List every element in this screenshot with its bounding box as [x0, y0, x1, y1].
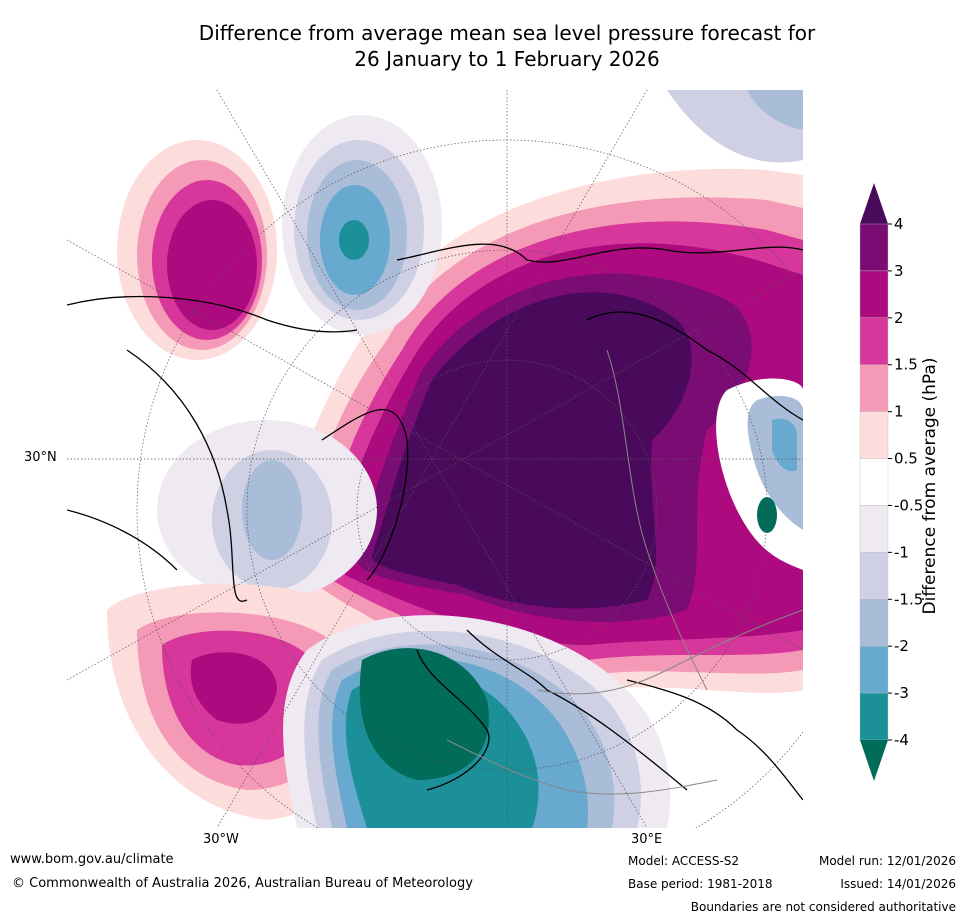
colorbar-label: Difference from average (hPa)	[920, 357, 940, 615]
colorbar-extend-top	[860, 183, 888, 224]
positive-anomaly-arctic	[286, 168, 803, 693]
negative-anomaly-north	[282, 115, 442, 335]
colorbar-band	[859, 411, 889, 459]
positive-anomaly-northwest	[117, 140, 277, 360]
base-period: Base period: 1981-2018	[628, 877, 773, 891]
coastlines	[67, 243, 803, 801]
title-line-1: Difference from average mean sea level p…	[198, 21, 816, 45]
issued-date: Issued: 14/01/2026	[840, 877, 956, 891]
weak-negative-north-america	[157, 420, 377, 600]
colorbar-band	[859, 270, 889, 319]
colorbar-band	[859, 599, 889, 647]
longitude-label-30e: 30°E	[631, 832, 663, 847]
copyright-text: © Commonwealth of Australia 2026, Austra…	[12, 876, 473, 891]
colorbar-band	[859, 645, 889, 694]
longitude-label-30w: 30°W	[203, 832, 239, 847]
model-run-date: Model run: 12/01/2026	[818, 854, 956, 868]
colorbar-tick-label: -0.5	[894, 496, 923, 514]
colorbar-tick-label: -1	[894, 543, 909, 561]
graticule	[67, 90, 803, 828]
colorbar-tick-label: -3	[894, 684, 909, 702]
colorbar-tick-label: -4	[894, 731, 909, 749]
latitude-label-30n: 30°N	[24, 450, 57, 465]
colorbar-tick-label: -1.5	[894, 590, 923, 608]
pressure-anomaly-map	[67, 90, 803, 828]
title-line-2: 26 January to 1 February 2026	[354, 47, 660, 71]
colorbar-tick-label: 3	[894, 262, 904, 280]
colorbar: 4 3 2 1.5 1 0.5 -0.5 -1 -1.5 -2 -3 -4	[859, 183, 923, 781]
colorbar-tick-label: 4	[894, 215, 904, 233]
negative-anomaly-east	[716, 378, 803, 570]
colorbar-band	[859, 223, 889, 272]
website-link[interactable]: www.bom.gov.au/climate	[10, 852, 174, 867]
colorbar-tick-label: 2	[894, 309, 904, 327]
colorbar-tick-label: 0.5	[894, 450, 918, 468]
colorbar-band	[859, 692, 889, 741]
colorbar-tick-label: 1	[894, 403, 904, 421]
colorbar-tick-label: -2	[894, 637, 909, 655]
colorbar-extend-bottom	[860, 740, 888, 781]
map-title: Difference from average mean sea level p…	[0, 20, 965, 72]
boundary-disclaimer: Boundaries are not considered authoritat…	[690, 900, 956, 914]
colorbar-band	[859, 505, 889, 553]
colorbar-band	[859, 458, 889, 506]
negative-anomaly-northeast	[667, 90, 803, 163]
colorbar-band	[859, 552, 889, 600]
colorbar-tick-label: 1.5	[894, 356, 918, 374]
colorbar-band	[859, 317, 889, 365]
country-borders	[446, 349, 803, 795]
colorbar-band	[859, 364, 889, 412]
model-name: Model: ACCESS-S2	[628, 854, 740, 868]
